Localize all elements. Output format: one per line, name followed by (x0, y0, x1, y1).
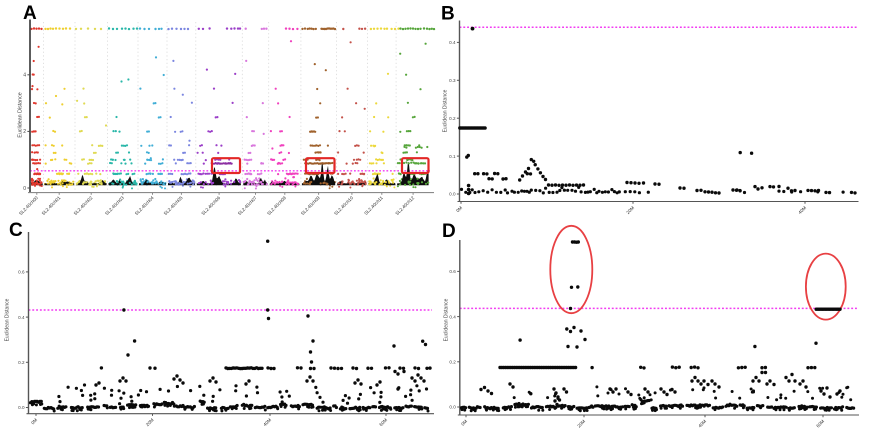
svg-text:0.6: 0.6 (449, 269, 456, 274)
svg-text:40M: 40M (797, 205, 807, 215)
svg-text:0.0: 0.0 (449, 192, 456, 197)
svg-text:B: B (441, 4, 455, 25)
svg-text:60M: 60M (815, 419, 825, 429)
svg-text:0.4: 0.4 (449, 40, 456, 45)
svg-text:40M: 40M (262, 417, 272, 427)
svg-text:0.4: 0.4 (449, 314, 456, 319)
svg-text:2: 2 (23, 129, 26, 135)
svg-text:C: C (9, 220, 23, 241)
svg-text:0.2: 0.2 (18, 360, 25, 365)
svg-text:0: 0 (23, 186, 26, 192)
svg-text:D: D (442, 221, 456, 242)
svg-text:0M: 0M (30, 417, 38, 425)
svg-text:40M: 40M (697, 419, 707, 429)
svg-text:Euclidean Distance: Euclidean Distance (444, 298, 450, 341)
svg-text:20M: 20M (576, 419, 586, 429)
svg-text:0.2: 0.2 (449, 360, 456, 365)
svg-text:0.0: 0.0 (18, 405, 25, 410)
svg-text:A: A (23, 3, 37, 24)
svg-text:0M: 0M (455, 205, 463, 213)
svg-text:0.1: 0.1 (449, 154, 456, 159)
svg-text:Euclidean Distance: Euclidean Distance (443, 89, 449, 132)
svg-text:60M: 60M (378, 417, 388, 427)
svg-text:20M: 20M (625, 205, 635, 215)
svg-text:4: 4 (23, 73, 26, 79)
svg-text:0.0: 0.0 (449, 405, 456, 410)
svg-text:0M: 0M (460, 419, 468, 427)
svg-text:0.4: 0.4 (18, 315, 25, 320)
svg-text:20M: 20M (145, 417, 155, 427)
svg-text:0.2: 0.2 (449, 116, 456, 121)
svg-text:Euclidean Distance: Euclidean Distance (18, 92, 24, 137)
svg-text:0.6: 0.6 (18, 270, 25, 275)
svg-text:Euclidean Distance: Euclidean Distance (5, 298, 11, 341)
svg-text:0.3: 0.3 (449, 78, 456, 83)
